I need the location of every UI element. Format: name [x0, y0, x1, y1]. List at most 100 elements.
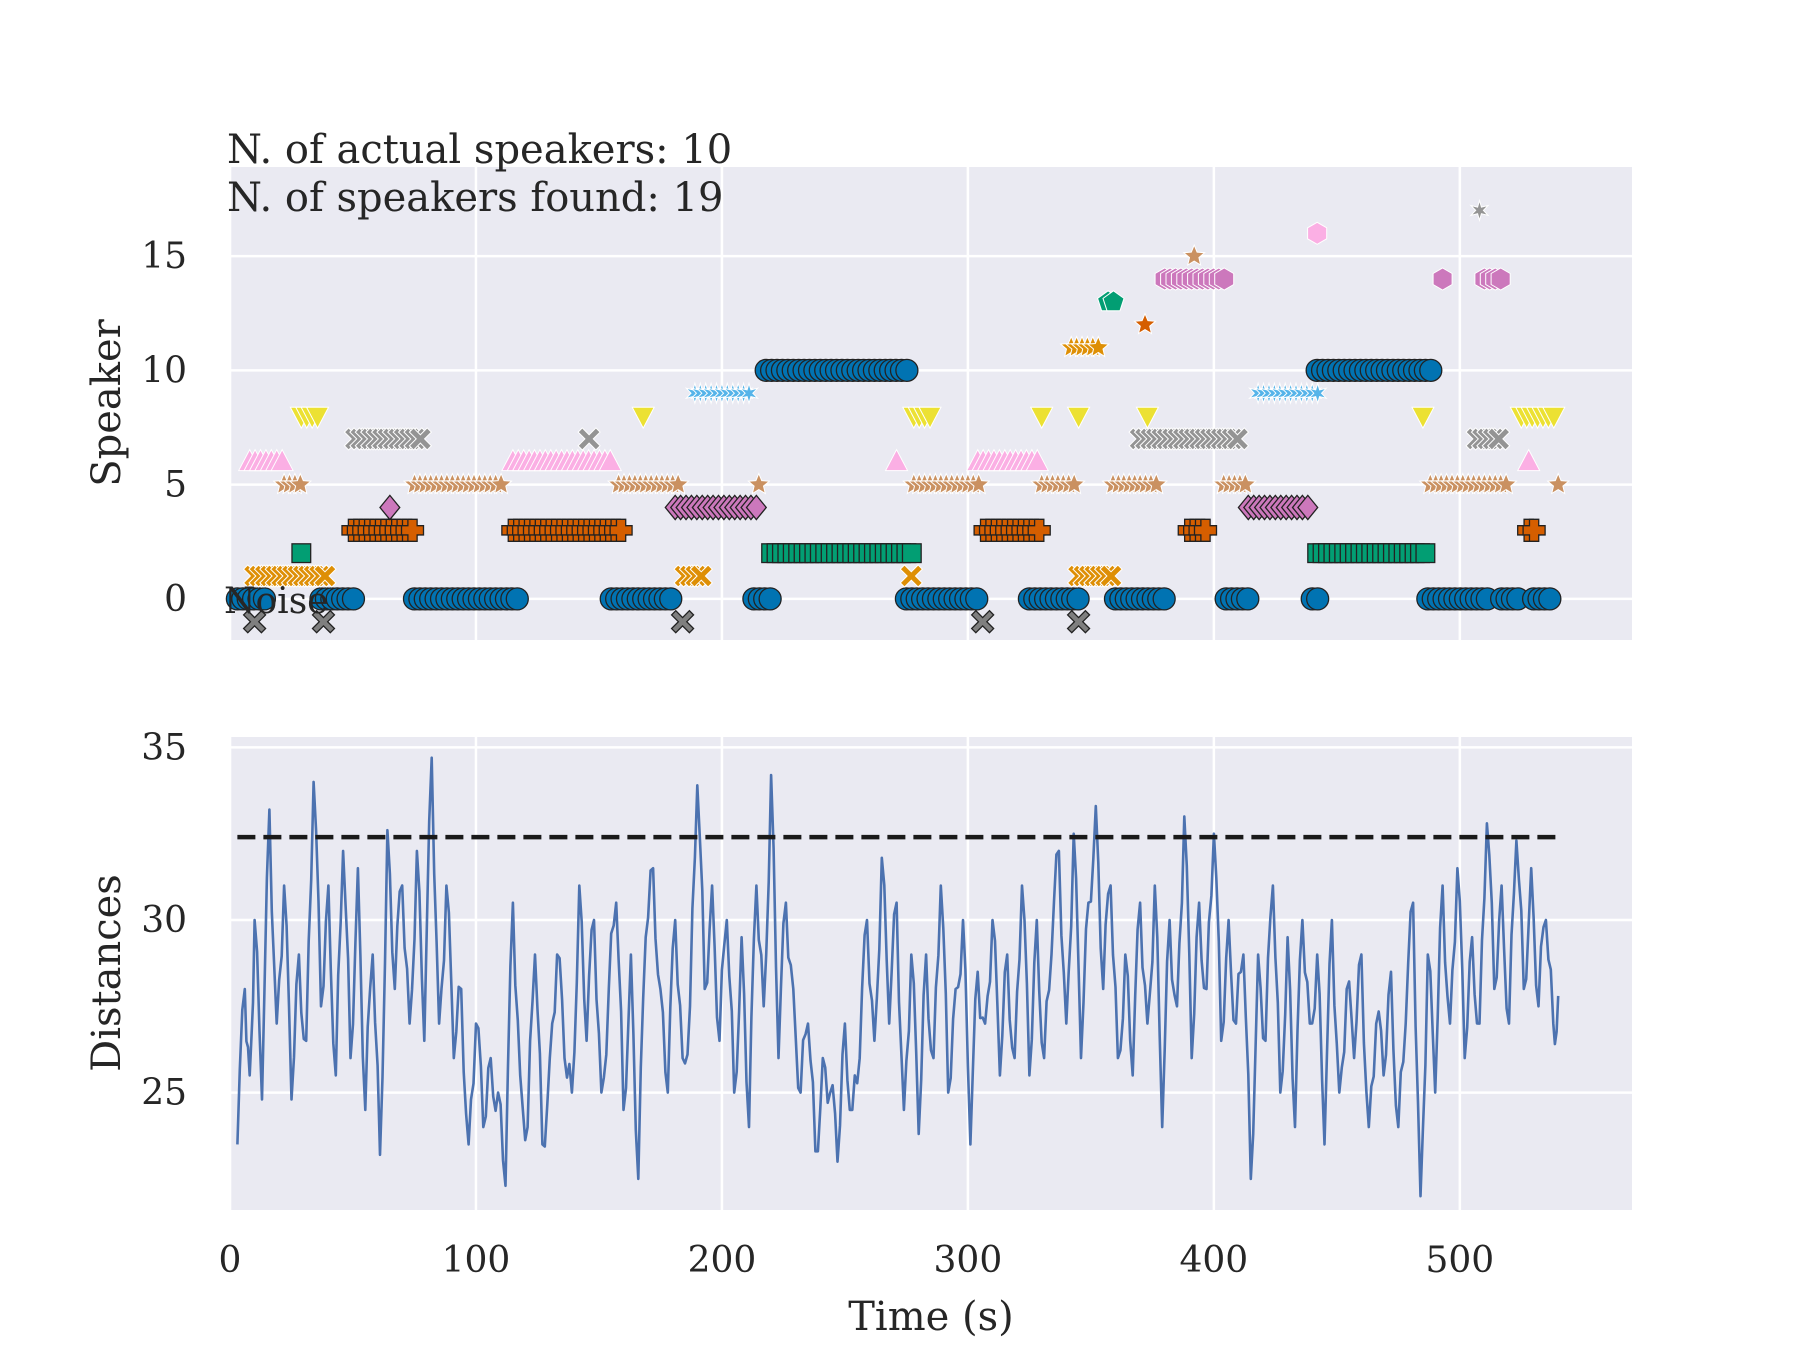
- speaker-marker: [1296, 381, 1317, 405]
- speaker-y-tick-labels: 0 5 10 15 Noise: [141, 236, 328, 622]
- speaker-y-tick-label: 15: [141, 236, 187, 277]
- distance-y-tick-label: 25: [141, 1073, 187, 1114]
- speaker-marker: [1133, 312, 1157, 335]
- speaker-series: [1059, 335, 1110, 358]
- speaker-marker: [1516, 448, 1541, 472]
- speaker-marker: [918, 406, 942, 430]
- speaker-series: [1097, 290, 1125, 312]
- speaker-series: [684, 381, 1328, 405]
- speaker-marker: [895, 358, 919, 383]
- speaker-marker: [659, 587, 683, 611]
- distance-plot-background: [230, 737, 1632, 1210]
- time-x-tick-label: 100: [442, 1240, 511, 1281]
- speaker-marker: [270, 448, 294, 472]
- speaker-marker: [242, 609, 267, 634]
- speaker-marker: [1541, 406, 1566, 430]
- speaker-marker: [899, 564, 924, 588]
- speaker-marker: [1182, 243, 1206, 267]
- speaker-marker: [901, 543, 922, 564]
- speaker-marker: [577, 427, 601, 451]
- speaker-series: [291, 543, 1436, 564]
- speaker-marker: [1152, 587, 1176, 611]
- speaker-marker: [747, 472, 771, 495]
- speaker-series: [343, 427, 1511, 451]
- speaker-marker: [1415, 543, 1436, 564]
- speaker-marker: [1469, 198, 1490, 223]
- speaker-marker: [733, 381, 754, 405]
- speaker-marker: [341, 587, 366, 611]
- speaker-panel: 0 5 10 15 Noise Speaker N. of actual speaker…: [84, 127, 1632, 640]
- speaker-marker: [1486, 427, 1511, 451]
- speaker-marker: [1214, 267, 1235, 291]
- speaker-marker: [728, 381, 749, 405]
- speaker-series: [242, 609, 1091, 634]
- speaker-marker: [1494, 472, 1518, 495]
- speaker-series: [1133, 312, 1157, 335]
- speaker-marker: [1307, 221, 1328, 245]
- speaker-series: [754, 358, 1443, 383]
- speaker-marker: [1538, 587, 1562, 611]
- speaker-marker: [311, 609, 336, 634]
- time-x-tick-label: 200: [688, 1240, 757, 1281]
- speaker-marker: [631, 406, 656, 430]
- speaker-marker: [252, 587, 277, 611]
- speaker-marker: [666, 472, 690, 495]
- found-speakers-annotation: N. of speakers found: 19: [227, 175, 724, 221]
- speaker-marker: [970, 609, 995, 634]
- speaker-marker: [1411, 406, 1435, 430]
- distance-panel: 25 30 35 0 100 200 300 400 500 Distances Time (…: [84, 727, 1632, 1340]
- speaker-marker: [598, 448, 623, 472]
- distance-y-tick-label: 30: [141, 900, 187, 941]
- speaker-marker: [1099, 564, 1123, 588]
- speaker-marker: [408, 427, 433, 451]
- speaker-marker: [291, 543, 312, 564]
- time-x-label: Time (s): [848, 1294, 1014, 1340]
- speaker-marker: [689, 564, 713, 588]
- speaker-y-tick-label: 5: [164, 465, 187, 506]
- distance-y-tick-labels: 25 30 35: [141, 727, 187, 1113]
- speaker-marker: [1302, 381, 1323, 405]
- speaker-marker: [1306, 587, 1330, 611]
- speaker-marker: [1144, 472, 1169, 495]
- speaker-marker: [489, 472, 513, 495]
- speaker-y-tick-label: 10: [141, 350, 187, 391]
- speaker-series: [379, 494, 1319, 521]
- time-x-tick-label: 0: [219, 1240, 242, 1281]
- speaker-marker: [1236, 587, 1260, 611]
- speaker-marker: [1432, 267, 1453, 291]
- speaker-y-tick-label: 0: [164, 579, 187, 620]
- actual-speakers-annotation: N. of actual speakers: 10: [227, 127, 732, 173]
- speaker-markers: [225, 198, 1570, 634]
- speaker-marker: [1025, 448, 1050, 472]
- distance-series-line: [236, 756, 1560, 1198]
- speaker-marker: [1066, 609, 1091, 634]
- speaker-marker: [1027, 518, 1051, 542]
- speaker-marker: [1546, 472, 1570, 495]
- speaker-marker: [1233, 472, 1258, 495]
- distance-y-label: Distances: [84, 874, 130, 1072]
- speaker-series: [237, 448, 1541, 472]
- speaker-series: [225, 587, 1562, 611]
- speaker-marker: [400, 518, 425, 542]
- speaker-marker: [967, 472, 991, 495]
- speaker-marker: [1193, 518, 1218, 542]
- distance-y-tick-label: 35: [141, 727, 187, 768]
- time-x-tick-label: 400: [1180, 1240, 1249, 1281]
- speaker-marker: [1522, 518, 1546, 542]
- speaker-series: [289, 406, 1566, 430]
- speaker-series: [272, 472, 1570, 495]
- time-x-tick-label: 300: [934, 1240, 1003, 1281]
- speaker-series: [242, 564, 1123, 588]
- speaker-marker: [1297, 494, 1319, 521]
- speaker-marker: [738, 381, 760, 405]
- speaker-series: [1182, 243, 1206, 267]
- distance-x-tick-labels: 0 100 200 300 400 500: [219, 1240, 1495, 1281]
- speaker-marker: [1490, 267, 1511, 291]
- distance-lines: [236, 756, 1560, 1198]
- speaker-marker: [505, 587, 529, 611]
- speaker-marker: [1066, 406, 1091, 430]
- speaker-marker: [379, 494, 401, 521]
- speaker-series: [341, 518, 1546, 542]
- speaker-marker: [288, 472, 313, 495]
- speaker-marker: [758, 587, 782, 611]
